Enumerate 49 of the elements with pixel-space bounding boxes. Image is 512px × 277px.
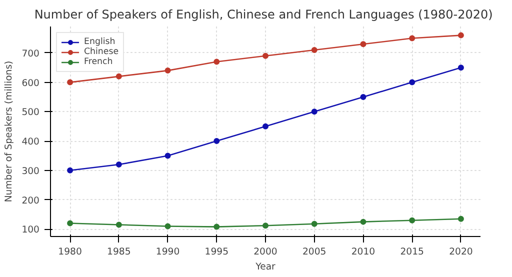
x-tick-label: 2020	[449, 246, 473, 258]
point	[360, 94, 366, 100]
point	[164, 223, 171, 230]
x-tick-label: 1980	[58, 246, 82, 258]
point	[164, 68, 171, 74]
point	[164, 152, 171, 159]
point	[311, 108, 318, 115]
point	[360, 218, 366, 225]
point	[116, 162, 122, 168]
point	[360, 41, 366, 48]
point	[262, 222, 268, 229]
y-tick-label: 700	[22, 48, 40, 60]
x-tick-label: 1985	[107, 246, 131, 258]
point	[214, 224, 220, 230]
x-tick-label: 2005	[302, 246, 326, 258]
point	[262, 123, 268, 130]
point	[67, 79, 74, 86]
point	[458, 216, 464, 222]
chart-title: Number of Speakers of English, Chinese and French Languages (1980-2020)	[34, 8, 493, 22]
x-axis-title: Year	[254, 262, 276, 272]
point	[67, 220, 74, 226]
point	[409, 217, 416, 224]
point	[409, 79, 416, 86]
legend-label: Chinese	[84, 47, 119, 57]
legend-label: French	[84, 57, 113, 67]
y-tick-label: 200	[22, 195, 40, 206]
y-tick-label: 500	[22, 107, 40, 118]
point	[458, 64, 464, 71]
x-tick-label: 2000	[254, 246, 278, 258]
x-tick-label: 2015	[400, 246, 424, 258]
y-tick-label: 600	[22, 78, 40, 89]
point	[262, 52, 268, 59]
point	[458, 32, 464, 38]
point	[67, 167, 74, 174]
point	[116, 222, 122, 228]
legend-label: English	[84, 37, 116, 47]
point	[409, 35, 416, 42]
y-axis-title: Number of Speakers (millions)	[4, 60, 15, 202]
y-tick-label: 300	[22, 166, 40, 177]
x-tick-label: 1990	[156, 246, 180, 258]
point	[214, 58, 220, 65]
y-tick-label: 400	[22, 136, 40, 148]
x-tick-label: 2010	[351, 246, 376, 258]
point	[311, 47, 318, 53]
y-tick-label: 100	[22, 224, 40, 236]
point	[311, 220, 318, 227]
point	[116, 73, 122, 80]
x-tick-label: 1995	[204, 246, 229, 258]
point	[214, 138, 220, 144]
